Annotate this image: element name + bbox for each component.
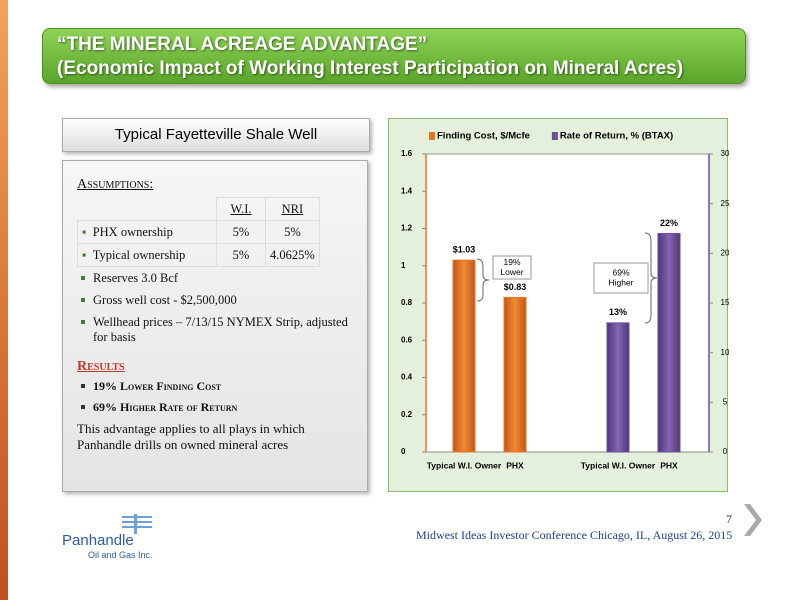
results-list: 19% Lower Finding Cost 69% Higher Rate of…: [77, 379, 357, 415]
bullet-list: Reserves 3.0 Bcf Gross well cost - $2,500…: [77, 271, 357, 345]
cell: 5%: [265, 220, 320, 244]
bullet: Wellhead prices – 7/13/15 NYMEX Strip, a…: [77, 315, 357, 345]
subtitle: (Economic Impact of Working Interest Par…: [57, 58, 684, 79]
column-header: W.I.: [216, 197, 266, 221]
assumptions-heading: Assumptions:: [77, 177, 154, 192]
y-tick-label: 0: [401, 447, 406, 456]
legend-label: Finding Cost, $/Mcfe: [437, 131, 530, 142]
title: “THE MINERAL ACREAGE ADVANTAGE”: [57, 34, 428, 55]
annotation-box: [492, 255, 532, 280]
y2-tick-label: 0: [723, 447, 728, 456]
cell: 4.0625%: [265, 243, 320, 267]
row-label-text: PHX ownership: [92, 224, 173, 239]
bullet: 19% Lower Finding Cost: [77, 379, 357, 394]
y-tick-label: 0.4: [401, 373, 413, 382]
x-tick-label: Typical W.I. Owner: [581, 460, 656, 470]
panel-header: Typical Fayetteville Shale Well: [62, 118, 370, 152]
data-label: $0.83: [504, 282, 527, 292]
bar: [657, 232, 681, 453]
y-tick-label: 0.2: [401, 410, 413, 419]
annotation-brace: [644, 232, 658, 324]
page-number: 7: [726, 512, 732, 526]
y2-tick-label: 15: [721, 298, 729, 307]
annotation-text: Lower: [500, 267, 523, 277]
next-chevron: [744, 504, 762, 536]
annotation-box: [593, 262, 649, 294]
data-label: 13%: [609, 307, 627, 317]
legend-swatch: [429, 132, 435, 140]
y2-tick-label: 20: [721, 248, 729, 257]
y2-tick-label: 10: [721, 348, 729, 357]
data-label: $1.03: [453, 245, 476, 255]
y-tick-label: 0.8: [401, 298, 413, 307]
column-header: NRI: [265, 197, 320, 221]
logo-icon: [122, 514, 152, 534]
footer: Midwest Ideas Investor Conference Chicag…: [416, 528, 733, 542]
title-box: “THE MINERAL ACREAGE ADVANTAGE” (Economi…: [42, 28, 746, 84]
annotation-text: 19%: [503, 257, 520, 267]
y-tick-label: 1.2: [401, 224, 413, 233]
results-heading: Results: [77, 359, 125, 374]
y-tick-label: 1.6: [401, 149, 413, 158]
cell: 5%: [216, 243, 266, 267]
x-tick-label: Typical W.I. Owner: [427, 460, 502, 470]
annotation-text: Higher: [608, 277, 633, 287]
ownership-table: W.I. NRI ▪ PHX ownership 5% 5% ▪ Typical ow…: [77, 197, 320, 267]
logo-sub: Oil and Gas Inc.: [88, 550, 153, 560]
logo: Panhandle Oil and Gas Inc.: [62, 514, 158, 568]
row-label: ▪ Typical ownership: [77, 243, 217, 267]
data-label: 22%: [660, 218, 678, 228]
logo-name: Panhandle: [62, 532, 134, 549]
y-tick-label: 0.6: [401, 335, 413, 344]
bullet: Gross well cost - $2,500,000: [77, 293, 357, 308]
bar: [606, 322, 630, 453]
bullet: Reserves 3.0 Bcf: [77, 271, 357, 286]
panel: Assumptions: W.I. NRI ▪ PHX ownership 5% 5%…: [62, 160, 368, 492]
bar: [452, 259, 476, 453]
side-stripe: [0, 0, 8, 600]
x-tick-label: PHX: [660, 460, 678, 470]
y2-tick-label: 25: [721, 199, 729, 208]
y-tick-label: 1.4: [401, 186, 413, 195]
annotation-brace: [476, 258, 490, 302]
legend-swatch: [551, 132, 558, 140]
annotation-text: 69%: [612, 267, 629, 277]
note: This advantage applies to all plays in w…: [77, 421, 305, 452]
y-tick-label: 1: [401, 261, 406, 270]
chart: 0 0.2 0.4 0.6 0.8 1 1.2 1.4 1.6 0 5 10 15 20 25 30 Typic…: [401, 131, 729, 471]
row-label: ▪ PHX ownership: [77, 220, 217, 244]
cell: 5%: [216, 220, 266, 244]
legend-label: Rate of Return, % (BTAX): [560, 131, 673, 142]
row-label-text: Typical ownership: [92, 247, 186, 262]
bullet: 69% Higher Rate of Return: [77, 400, 357, 415]
x-tick-label: PHX: [506, 460, 524, 470]
y2-tick-label: 5: [723, 397, 728, 406]
y2-tick-label: 30: [721, 149, 729, 158]
bar: [503, 296, 527, 453]
chart-box: 0 0.2 0.4 0.6 0.8 1 1.2 1.4 1.6 0 5 10 15 20 25 30 Typic…: [388, 118, 729, 492]
